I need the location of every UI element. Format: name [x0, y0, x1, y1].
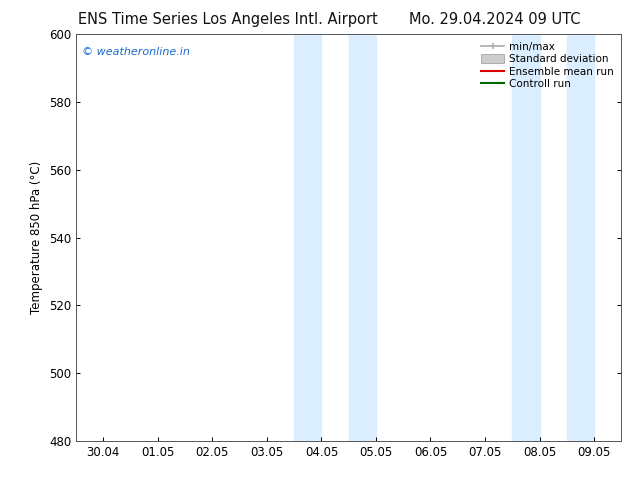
Text: Mo. 29.04.2024 09 UTC: Mo. 29.04.2024 09 UTC [409, 12, 580, 27]
Bar [512, 34, 540, 441]
Legend: min/max, Standard deviation, Ensemble mean run, Controll run: min/max, Standard deviation, Ensemble me… [479, 40, 616, 92]
Y-axis label: Temperature 850 hPa (°C): Temperature 850 hPa (°C) [30, 161, 43, 314]
Bar [349, 34, 376, 441]
Text: ENS Time Series Los Angeles Intl. Airport: ENS Time Series Los Angeles Intl. Airpor… [79, 12, 378, 27]
Bar [567, 34, 594, 441]
Bar [294, 34, 321, 441]
Text: © weatheronline.in: © weatheronline.in [82, 47, 190, 56]
